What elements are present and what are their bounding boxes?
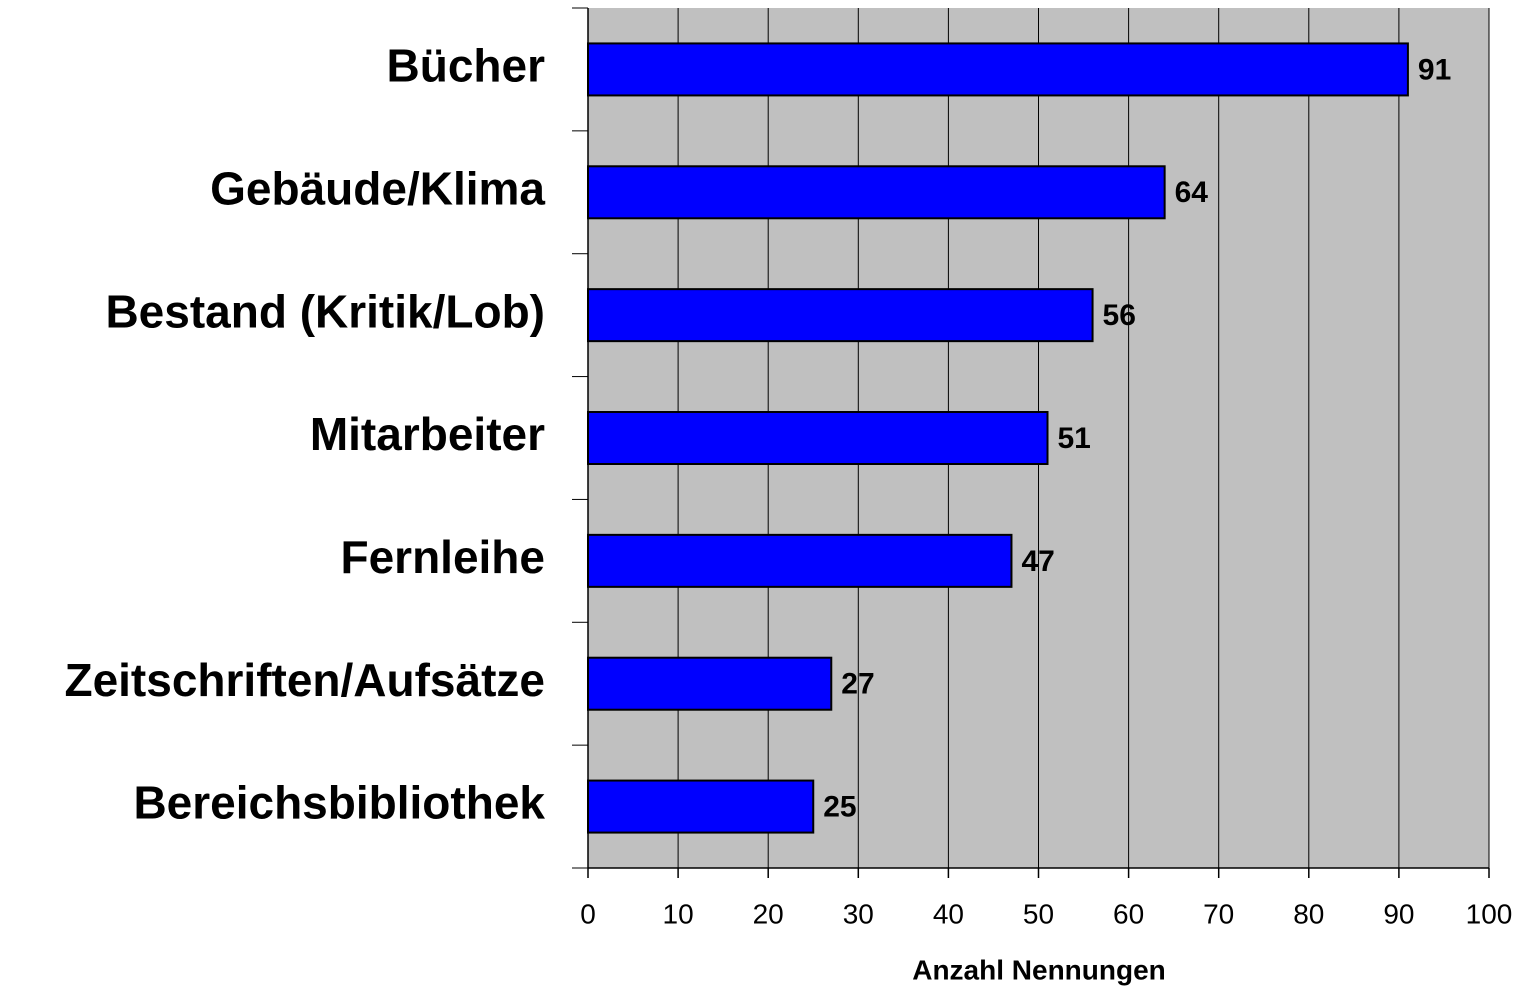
data-label: 47: [1021, 545, 1054, 578]
x-tick-label: 70: [1203, 898, 1234, 929]
x-tick-label: 0: [580, 898, 596, 929]
x-tick-label: 60: [1113, 898, 1144, 929]
x-tick-label: 40: [933, 898, 964, 929]
bar: [587, 533, 1013, 588]
x-tick-label: 80: [1293, 898, 1324, 929]
bar: [587, 42, 1409, 97]
bar: [587, 779, 815, 834]
x-axis-title: Anzahl Nennungen: [912, 954, 1166, 985]
x-tick-label: 20: [753, 898, 784, 929]
bar: [587, 288, 1094, 343]
y-tick-label: Gebäude/Klima: [210, 162, 545, 214]
data-label: 56: [1103, 299, 1136, 332]
bar: [587, 165, 1166, 220]
bar: [587, 411, 1049, 465]
x-tick-label: 100: [1466, 898, 1513, 929]
data-label: 25: [823, 790, 856, 823]
x-tick-label: 50: [1023, 898, 1054, 929]
bar: [587, 656, 833, 711]
y-tick-label: Bücher: [387, 40, 546, 92]
data-label: 91: [1418, 53, 1451, 86]
data-label: 27: [841, 668, 874, 701]
y-tick-label: Fernleihe: [340, 531, 545, 583]
data-label: 64: [1175, 176, 1209, 209]
y-tick-label: Mitarbeiter: [310, 408, 545, 460]
y-tick-label: Bestand (Kritik/Lob): [105, 285, 545, 337]
x-tick-label: 10: [663, 898, 694, 929]
x-tick-label: 90: [1383, 898, 1414, 929]
y-tick-label: Zeitschriften/Aufsätze: [64, 654, 545, 706]
x-tick-label: 30: [843, 898, 874, 929]
data-label: 51: [1058, 422, 1091, 455]
y-tick-label: Bereichsbibliothek: [133, 777, 545, 829]
